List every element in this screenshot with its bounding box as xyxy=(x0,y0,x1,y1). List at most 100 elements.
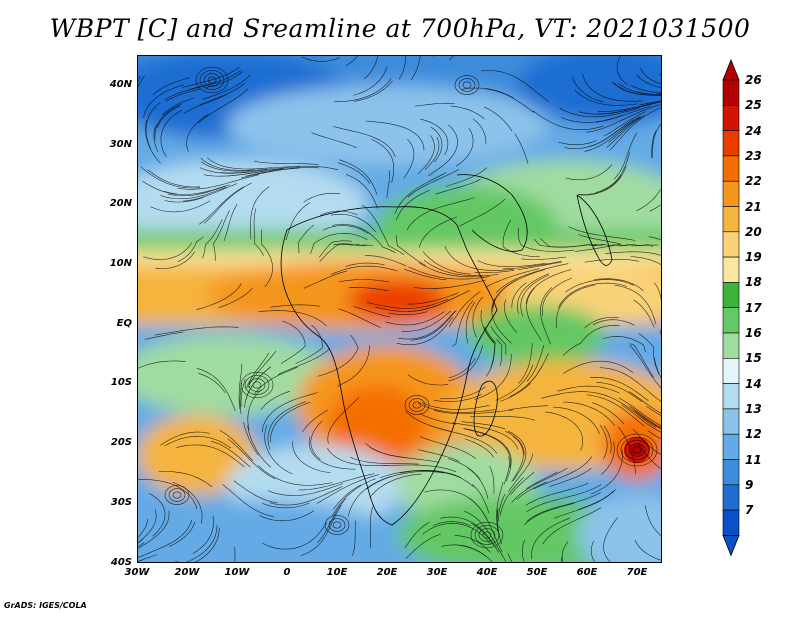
streamline xyxy=(330,213,376,233)
streamline xyxy=(526,484,602,513)
streamline-vortex xyxy=(620,436,654,464)
streamline xyxy=(474,270,515,273)
streamline xyxy=(587,394,645,427)
streamline xyxy=(526,345,545,382)
streamline xyxy=(267,401,306,450)
streamline xyxy=(152,77,190,96)
streamline xyxy=(269,486,343,506)
streamline xyxy=(332,126,396,158)
colorbar-tick-label: 16 xyxy=(745,326,762,340)
streamline xyxy=(554,488,617,519)
streamline xyxy=(227,438,276,480)
streamline xyxy=(316,474,380,504)
streamline xyxy=(386,170,390,199)
streamline-vortex xyxy=(412,401,422,409)
streamline xyxy=(382,464,457,473)
streamline xyxy=(490,325,507,355)
lon-label: 0 xyxy=(283,567,291,578)
streamline xyxy=(462,87,514,99)
streamline xyxy=(599,425,608,460)
streamline xyxy=(500,383,531,402)
streamline xyxy=(565,164,613,181)
streamline xyxy=(464,438,494,458)
streamline xyxy=(137,479,198,509)
streamline xyxy=(521,540,525,563)
streamline xyxy=(628,391,662,415)
streamline xyxy=(608,116,642,144)
colorbar-tick-label: 14 xyxy=(745,376,762,391)
streamline xyxy=(303,193,341,203)
streamline xyxy=(525,269,572,304)
colorbar-tick-label: 11 xyxy=(745,452,762,467)
streamline xyxy=(145,102,161,149)
streamline xyxy=(477,260,546,268)
colorbar-top-arrow xyxy=(722,58,740,81)
streamline xyxy=(648,236,662,241)
streamline xyxy=(484,326,496,377)
streamline xyxy=(603,111,647,137)
streamline xyxy=(345,174,378,209)
streamline xyxy=(523,502,575,526)
streamline-vortex xyxy=(203,73,221,87)
streamline xyxy=(636,74,662,89)
streamline xyxy=(450,105,485,120)
streamline xyxy=(193,527,220,563)
streamline xyxy=(419,413,457,425)
streamline xyxy=(505,431,525,455)
streamline xyxy=(639,100,662,106)
streamline-vortex xyxy=(168,488,186,502)
streamline xyxy=(259,510,315,522)
streamline xyxy=(147,169,200,188)
streamline xyxy=(640,67,662,85)
streamline xyxy=(345,262,385,267)
streamline xyxy=(612,81,662,96)
streamline xyxy=(322,225,369,234)
streamline xyxy=(158,471,213,488)
streamline xyxy=(549,467,592,487)
streamline xyxy=(188,69,242,90)
streamline xyxy=(508,453,534,492)
lat-label: EQ xyxy=(116,318,132,329)
streamline xyxy=(238,363,243,410)
colorbar xyxy=(722,58,740,557)
streamline xyxy=(396,190,430,220)
streamline xyxy=(472,118,487,145)
streamline xyxy=(451,300,474,347)
colorbar-tick-label: 25 xyxy=(745,98,762,113)
streamline xyxy=(470,416,535,421)
streamline-vortex xyxy=(240,371,274,399)
streamline xyxy=(422,523,491,544)
streamline xyxy=(160,109,183,158)
streamline xyxy=(417,449,460,462)
streamline xyxy=(327,448,388,466)
streamline-vortex xyxy=(164,485,190,505)
streamline xyxy=(338,162,371,184)
streamline xyxy=(379,470,462,479)
streamline xyxy=(150,200,211,213)
streamline xyxy=(366,298,449,309)
streamline xyxy=(428,124,458,177)
streamline xyxy=(532,110,604,131)
streamline xyxy=(143,242,193,260)
streamline xyxy=(319,210,358,216)
streamline xyxy=(604,394,657,428)
colorbar-box xyxy=(722,383,740,410)
streamline xyxy=(643,101,662,107)
streamline xyxy=(142,180,178,195)
lon-label: 10E xyxy=(326,567,348,578)
streamline xyxy=(192,515,214,554)
streamline xyxy=(137,360,186,369)
streamline xyxy=(563,360,634,374)
streamline xyxy=(618,397,662,427)
streamline xyxy=(285,202,311,241)
streamline xyxy=(243,422,259,456)
streamline xyxy=(270,304,320,308)
streamline xyxy=(495,263,569,293)
streamline xyxy=(253,366,298,395)
streamline xyxy=(435,178,481,195)
streamline-vortex xyxy=(252,381,262,389)
streamline xyxy=(467,467,489,500)
streamline xyxy=(311,132,357,148)
streamline xyxy=(250,186,270,240)
streamline xyxy=(407,168,460,198)
